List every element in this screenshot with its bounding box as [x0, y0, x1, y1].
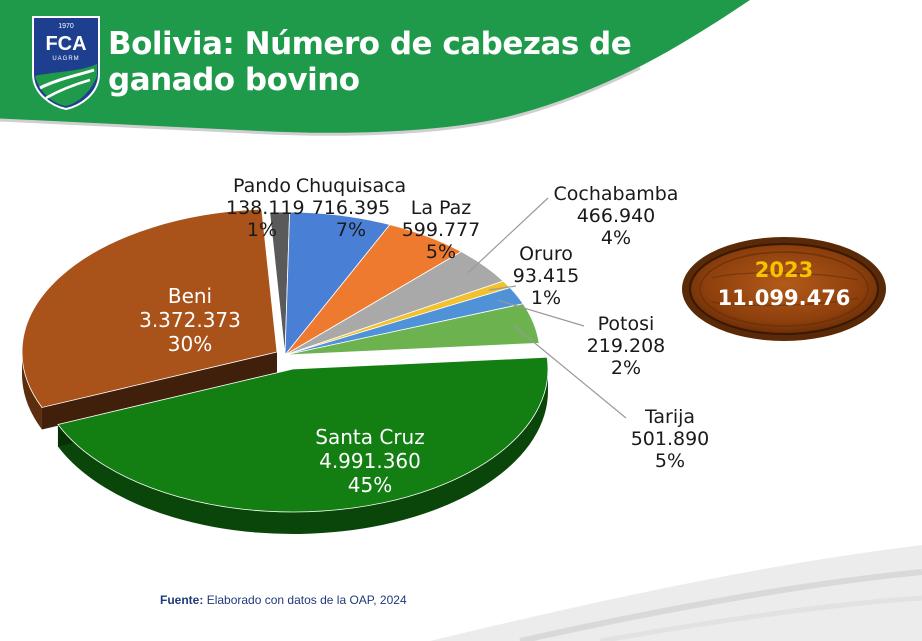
label-pando-value: 138.119 — [226, 197, 305, 219]
label-tarija-value: 501.890 — [630, 428, 710, 450]
label-potosi-value: 219.208 — [586, 335, 666, 357]
label-tarija-percent: 5% — [654, 450, 686, 472]
label-oruro: Oruro 93.415 1% — [506, 243, 586, 309]
label-pando-name: Pando — [233, 175, 291, 197]
leader-line-tarija — [513, 325, 627, 419]
badge-year: 2023 — [754, 258, 814, 282]
bottom-swoosh-line — [519, 569, 922, 641]
leader-line-cochabamba — [467, 197, 549, 274]
pie-chart — [21, 208, 549, 534]
label-santa-cruz-value: 4.991.360 — [319, 449, 421, 473]
label-santa-cruz-name: Santa Cruz — [315, 425, 425, 449]
label-la-paz: La Paz 599.777 5% — [398, 197, 484, 263]
label-tarija-name: Tarija — [644, 406, 696, 428]
pie-side-beni — [22, 352, 42, 430]
label-oruro-percent: 1% — [530, 287, 562, 309]
label-cochabamba-value: 466.940 — [576, 205, 656, 227]
label-potosi: Potosi 219.208 2% — [578, 313, 674, 379]
label-la-paz-name: La Paz — [410, 197, 472, 219]
label-la-paz-value: 599.777 — [401, 219, 481, 241]
label-beni-value: 3.372.373 — [139, 308, 241, 332]
label-tarija: Tarija 501.890 5% — [622, 406, 718, 472]
total-badge — [682, 237, 886, 341]
label-cochabamba-percent: 4% — [600, 227, 632, 249]
bottom-swoosh — [430, 545, 922, 641]
logo-year: 1970 — [58, 23, 74, 30]
pie-slice-beni — [21, 208, 278, 408]
label-chuquisaca-name: Chuquisaca — [295, 175, 407, 197]
label-beni-name: Beni — [167, 284, 213, 308]
badge-total: 11.099.476 — [717, 286, 851, 310]
source-note: Fuente: Elaborado con datos de la OAP, 2… — [160, 593, 407, 607]
label-santa-cruz-percent: 45% — [347, 473, 393, 497]
label-potosi-name: Potosi — [597, 313, 655, 335]
logo-subtitle: UAGRM — [52, 56, 79, 62]
fca-logo: 1970 FCA UAGRM — [32, 16, 100, 110]
label-beni-percent: 30% — [167, 332, 213, 356]
label-chuquisaca-value: 716.395 — [311, 197, 391, 219]
leader-line-potosi — [498, 299, 585, 327]
label-potosi-percent: 2% — [610, 357, 642, 379]
pie-slice-santa-cruz — [57, 356, 549, 513]
bottom-swoosh-line-2 — [599, 595, 922, 641]
source-text: Elaborado con datos de la OAP, 2024 — [206, 593, 407, 607]
page-title-line-2: ganado bovino — [108, 62, 360, 98]
label-oruro-value: 93.415 — [512, 265, 580, 287]
label-santa-cruz: Santa Cruz 4.991.360 45% — [300, 425, 440, 497]
label-la-paz-percent: 5% — [425, 241, 457, 263]
label-cochabamba-name: Cochabamba — [553, 183, 679, 205]
label-oruro-name: Oruro — [519, 243, 573, 265]
logo-acronym: FCA — [45, 33, 86, 55]
label-pando: Pando 138.119 1% — [226, 175, 305, 241]
pie-slice-tarija — [284, 303, 540, 356]
label-cochabamba: Cochabamba 466.940 4% — [548, 183, 684, 249]
header-underline — [0, 66, 641, 136]
label-pando-percent: 1% — [246, 219, 278, 241]
pie-wall-beni-0 — [41, 352, 278, 430]
page-title-line-1: Bolivia: Número de cabezas de — [108, 26, 632, 62]
leader-line-oruro — [488, 285, 517, 291]
page-title: Bolivia: Número de cabezas de ganado bov… — [108, 26, 632, 98]
label-chuquisaca-percent: 7% — [335, 219, 367, 241]
pie-side-santa-cruz — [57, 369, 549, 534]
label-chuquisaca: Chuquisaca 716.395 7% — [292, 175, 410, 241]
label-beni: Beni 3.372.373 30% — [130, 284, 250, 356]
source-label: Fuente: — [160, 593, 204, 607]
leader-lines — [467, 197, 627, 419]
